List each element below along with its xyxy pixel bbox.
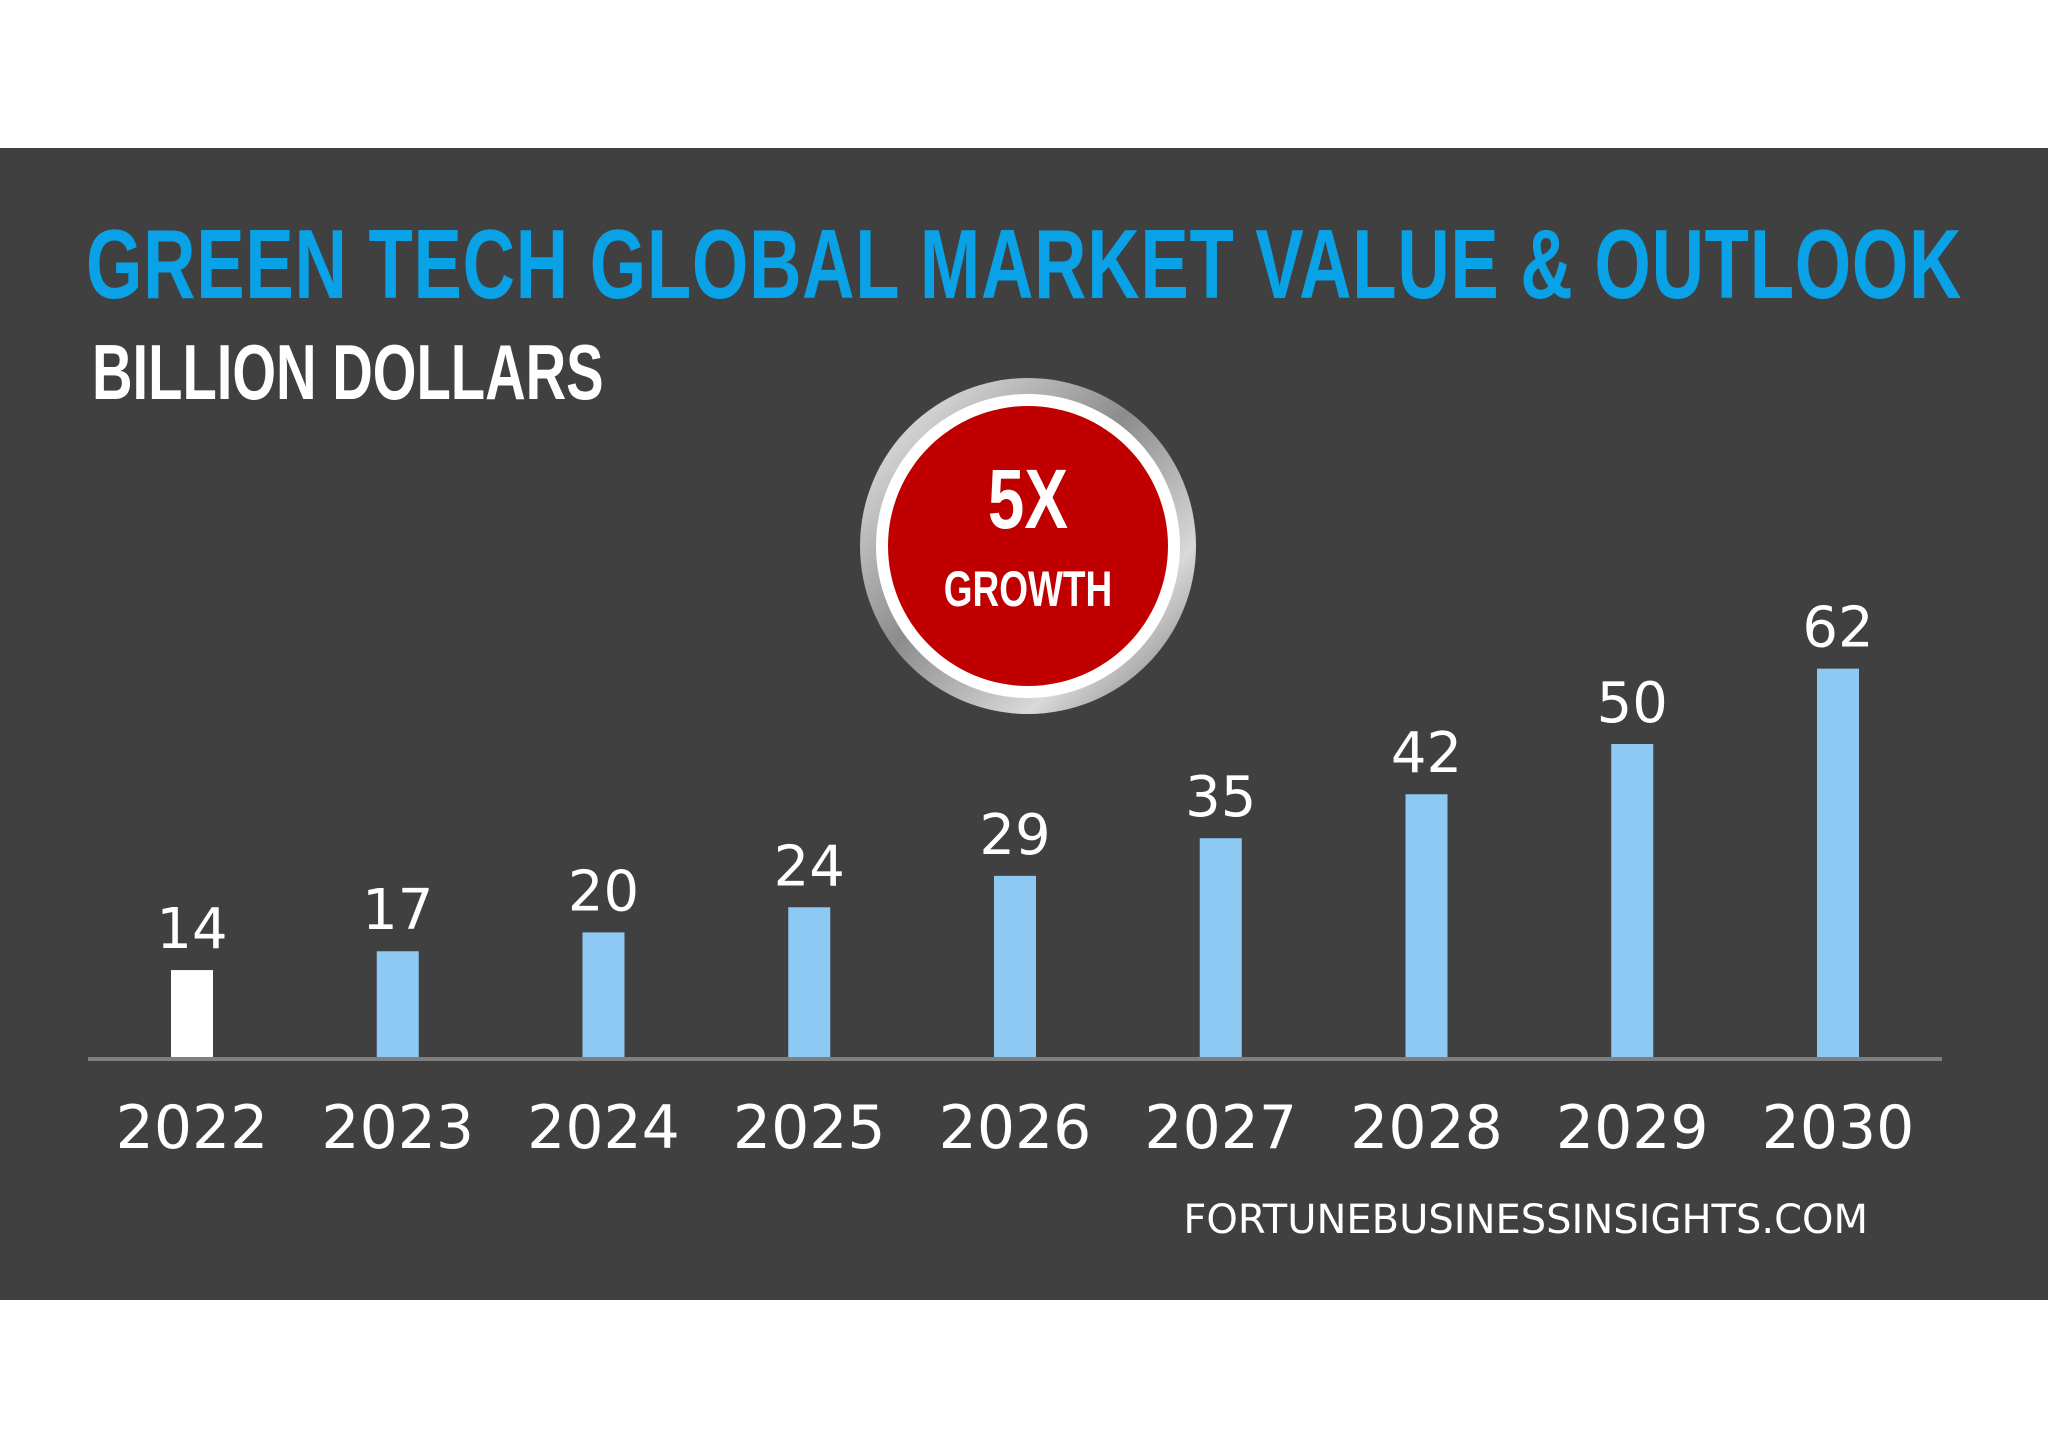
bar-2025	[788, 907, 831, 1058]
value-label-2030: 62	[1802, 596, 1873, 661]
value-label-2029: 50	[1597, 671, 1668, 736]
bar-2023	[376, 951, 419, 1058]
badge-disc	[888, 406, 1168, 686]
category-label-2025: 2025	[733, 1093, 886, 1163]
bar-2026	[994, 875, 1036, 1058]
bar-2028	[1405, 794, 1448, 1058]
bar-2030	[1817, 668, 1859, 1058]
chart-panel	[0, 148, 2048, 1300]
category-label-2027: 2027	[1144, 1093, 1297, 1163]
value-label-2028: 42	[1391, 721, 1462, 786]
value-labels-group: 14 17 20 24 29 35 42 50 62	[156, 596, 1873, 962]
category-labels-group: 2022 2023 2024 2025 2026 2027 2028 2029 2030	[116, 1093, 1915, 1163]
chart-subtitle: BILLION DOLLARS	[92, 328, 604, 416]
category-label-2026: 2026	[939, 1093, 1092, 1163]
bars-group	[171, 668, 1859, 1058]
category-label-2029: 2029	[1556, 1093, 1709, 1163]
value-label-2025: 24	[774, 834, 845, 899]
bar-2027	[1199, 838, 1242, 1058]
category-label-2024: 2024	[527, 1093, 680, 1163]
bar-2024	[582, 932, 625, 1058]
value-label-2024: 20	[568, 859, 639, 924]
category-label-2022: 2022	[116, 1093, 269, 1163]
category-label-2023: 2023	[321, 1093, 474, 1163]
chart-title: GREEN TECH GLOBAL MARKET VALUE & OUTLOOK	[86, 209, 1963, 319]
bar-2029	[1611, 744, 1654, 1058]
value-label-2022: 14	[156, 897, 227, 962]
value-label-2027: 35	[1185, 765, 1256, 830]
value-label-2023: 17	[362, 878, 433, 943]
source-credit: FORTUNEBUSINESSINSIGHTS.COM	[1183, 1197, 1868, 1243]
value-label-2026: 29	[979, 803, 1050, 868]
badge-value: 5X	[988, 452, 1068, 546]
badge-label: GROWTH	[944, 562, 1112, 618]
growth-badge: 5X GROWTH	[860, 378, 1196, 714]
category-label-2030: 2030	[1762, 1093, 1915, 1163]
category-label-2028: 2028	[1350, 1093, 1503, 1163]
bar-2022	[171, 970, 213, 1058]
